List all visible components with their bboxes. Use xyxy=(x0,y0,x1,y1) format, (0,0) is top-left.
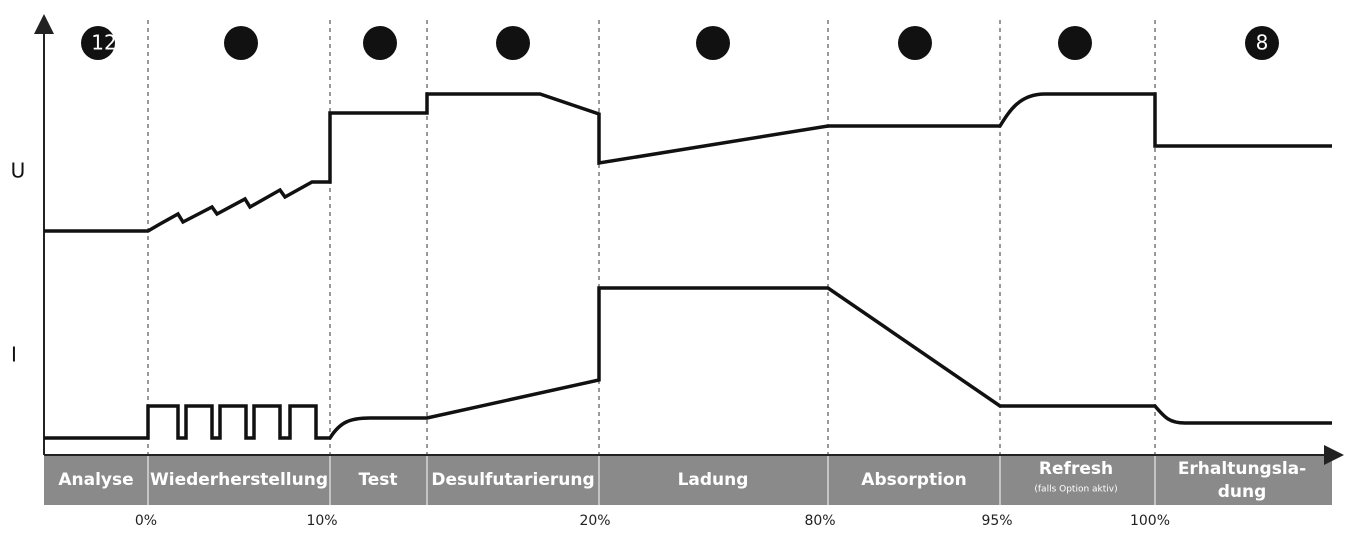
phase-label: Analyse xyxy=(58,470,133,490)
axis-label-i: I xyxy=(11,343,17,367)
percentage: 95% xyxy=(981,513,1012,529)
phase-label: Erhaltungsla- xyxy=(1178,459,1306,479)
voltage-curve xyxy=(44,92,1332,233)
marker-number: 12 xyxy=(91,31,116,55)
dividers xyxy=(147,20,1156,505)
phase-band xyxy=(44,455,1332,505)
phase-label: Ladung xyxy=(678,470,749,490)
phase-label: Test xyxy=(358,470,397,490)
axis-label-u: U xyxy=(11,159,26,183)
percentage: 0% xyxy=(135,513,157,529)
phase-label: Refresh xyxy=(1039,459,1113,479)
current-curve xyxy=(44,286,1332,440)
percentage: 20% xyxy=(579,513,610,529)
phase-note: (falls Option aktiv) xyxy=(1034,485,1117,495)
percentage: 10% xyxy=(306,513,337,529)
marker-number: 8 xyxy=(1256,31,1269,55)
phase-label: Wiederherstellung xyxy=(150,470,328,490)
phase-label: Absorption xyxy=(861,470,966,490)
percentage: 80% xyxy=(804,513,835,529)
percentage: 100% xyxy=(1130,513,1170,529)
phase-label: Desulfutarierung xyxy=(431,470,594,490)
phase-markers xyxy=(81,26,1279,60)
phase-label: dung xyxy=(1218,482,1267,502)
